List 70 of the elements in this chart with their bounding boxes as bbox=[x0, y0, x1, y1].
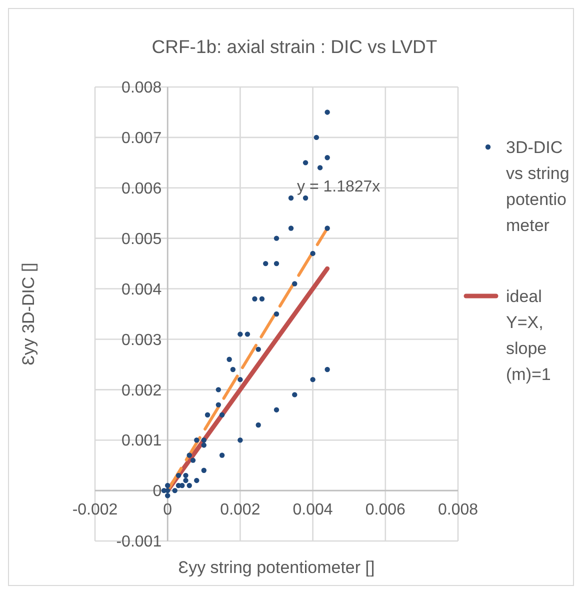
y-tick-label: 0.004 bbox=[122, 281, 162, 298]
y-tick-label: 0.005 bbox=[122, 230, 162, 248]
point bbox=[274, 260, 280, 266]
y-tick-label: 0.002 bbox=[122, 382, 162, 400]
chart-title: CRF-1b: axial strain : DIC vs LVDT bbox=[152, 36, 438, 57]
y-tick-label: 0.007 bbox=[122, 130, 162, 148]
point bbox=[324, 366, 330, 372]
point bbox=[238, 332, 243, 337]
legend-label: 3D-DIC vs string potentiometer bbox=[506, 138, 570, 235]
point bbox=[244, 332, 250, 337]
point bbox=[317, 165, 323, 170]
point bbox=[186, 452, 192, 458]
point bbox=[194, 478, 200, 484]
point bbox=[288, 226, 294, 231]
point bbox=[288, 195, 294, 201]
point bbox=[324, 110, 330, 115]
point bbox=[219, 452, 225, 458]
point bbox=[324, 155, 330, 160]
point bbox=[183, 472, 188, 478]
y-tick-label: 0.006 bbox=[122, 180, 162, 198]
point bbox=[274, 311, 280, 317]
x-tick-label: 0.002 bbox=[220, 502, 260, 519]
point bbox=[165, 488, 170, 494]
point bbox=[238, 438, 243, 443]
point bbox=[204, 412, 210, 418]
point bbox=[219, 412, 225, 418]
point bbox=[314, 134, 320, 140]
point bbox=[310, 376, 316, 382]
point bbox=[194, 438, 200, 443]
point bbox=[230, 366, 236, 372]
y-axis-title: Ɛyy 3D-DIC [] bbox=[19, 262, 38, 366]
point bbox=[165, 482, 170, 488]
point bbox=[216, 387, 222, 392]
point bbox=[201, 438, 206, 443]
x-tick-label: -0.002 bbox=[72, 502, 118, 519]
point bbox=[324, 226, 330, 231]
point bbox=[252, 296, 258, 302]
y-tick-label: 0.001 bbox=[122, 432, 162, 450]
x-tick-label: 0.006 bbox=[365, 502, 406, 519]
point bbox=[216, 402, 222, 408]
point bbox=[292, 392, 298, 398]
legend-label: ideal Y=X, slope (m)=1 bbox=[506, 287, 551, 384]
point bbox=[292, 281, 298, 286]
point bbox=[201, 442, 206, 448]
point bbox=[190, 458, 196, 463]
y-tick-label: 0 bbox=[152, 483, 162, 500]
point bbox=[201, 468, 206, 473]
y-tick-label: 0.008 bbox=[122, 80, 162, 97]
point bbox=[302, 195, 308, 201]
y-tick-label: -0.001 bbox=[116, 534, 162, 551]
point bbox=[238, 376, 243, 382]
x-tick-label: 0.008 bbox=[438, 502, 478, 519]
point bbox=[310, 250, 316, 256]
point bbox=[256, 422, 261, 428]
point bbox=[186, 482, 192, 488]
annotation: y = 1.1827x bbox=[297, 178, 380, 196]
x-axis-title: Ɛyy string potentiometer [] bbox=[178, 558, 375, 577]
point bbox=[263, 260, 268, 266]
point bbox=[165, 493, 170, 498]
point bbox=[256, 346, 261, 352]
x-tick-label: 0.004 bbox=[292, 502, 333, 519]
point bbox=[172, 488, 178, 494]
point bbox=[226, 356, 232, 362]
point bbox=[274, 407, 280, 412]
point bbox=[274, 236, 280, 241]
y-tick-label: 0.003 bbox=[122, 332, 162, 349]
point bbox=[183, 478, 188, 484]
point bbox=[302, 160, 308, 166]
point bbox=[176, 472, 182, 478]
point bbox=[259, 296, 265, 302]
